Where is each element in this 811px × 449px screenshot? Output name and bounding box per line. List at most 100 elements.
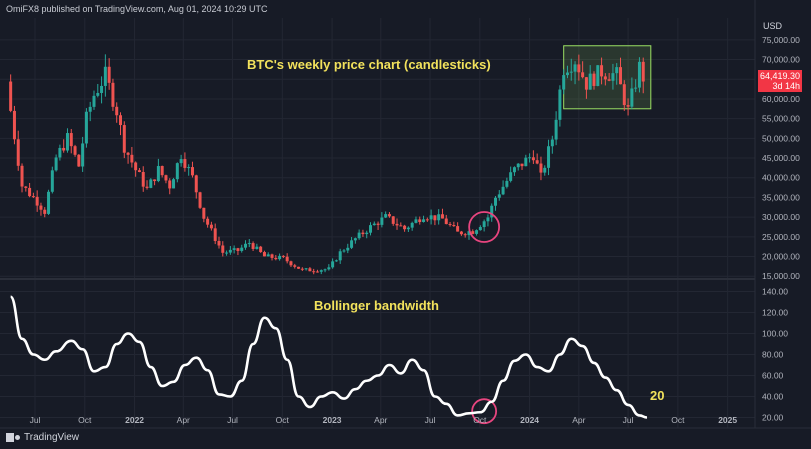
candle[interactable] bbox=[251, 241, 255, 251]
candle[interactable] bbox=[433, 215, 437, 226]
candle[interactable] bbox=[437, 209, 441, 225]
candle[interactable] bbox=[410, 221, 414, 231]
candle[interactable] bbox=[300, 267, 304, 272]
candle[interactable] bbox=[122, 121, 126, 159]
candle[interactable] bbox=[630, 77, 634, 110]
candle[interactable] bbox=[88, 101, 92, 122]
candle[interactable] bbox=[194, 174, 198, 199]
candle[interactable] bbox=[278, 253, 282, 261]
candle[interactable] bbox=[490, 203, 494, 222]
candle[interactable] bbox=[422, 215, 426, 223]
candle[interactable] bbox=[365, 230, 369, 239]
candle[interactable] bbox=[236, 247, 240, 256]
candle[interactable] bbox=[47, 189, 51, 215]
candle[interactable] bbox=[505, 177, 509, 189]
candle[interactable] bbox=[562, 69, 566, 95]
candle[interactable] bbox=[111, 78, 115, 111]
candle[interactable] bbox=[573, 61, 577, 85]
candle[interactable] bbox=[338, 248, 342, 264]
candle[interactable] bbox=[289, 260, 293, 268]
candle[interactable] bbox=[406, 226, 410, 232]
candle[interactable] bbox=[77, 153, 81, 167]
candle[interactable] bbox=[54, 154, 58, 172]
candle[interactable] bbox=[141, 166, 145, 192]
candle[interactable] bbox=[119, 112, 123, 136]
candle[interactable] bbox=[391, 216, 395, 226]
candle[interactable] bbox=[262, 250, 266, 257]
candle[interactable] bbox=[615, 63, 619, 85]
candle[interactable] bbox=[547, 139, 551, 176]
candle[interactable] bbox=[346, 243, 350, 254]
candle[interactable] bbox=[9, 74, 13, 113]
candle[interactable] bbox=[213, 223, 217, 245]
candle[interactable] bbox=[12, 105, 16, 145]
candle[interactable] bbox=[463, 232, 467, 238]
candle[interactable] bbox=[323, 268, 327, 273]
candle[interactable] bbox=[622, 80, 626, 111]
candle[interactable] bbox=[448, 221, 452, 227]
candle[interactable] bbox=[62, 139, 66, 153]
candle[interactable] bbox=[531, 150, 535, 164]
candle[interactable] bbox=[31, 192, 35, 199]
candle[interactable] bbox=[319, 269, 323, 275]
candle[interactable] bbox=[172, 177, 176, 189]
candle[interactable] bbox=[175, 162, 179, 183]
candle[interactable] bbox=[429, 209, 433, 225]
candle[interactable] bbox=[84, 108, 88, 148]
candle[interactable] bbox=[274, 255, 278, 261]
candle[interactable] bbox=[308, 267, 312, 272]
x-axis[interactable]: Jul Oct 2022 Apr Jul Oct 2023 Apr Jul Oct 2024 Apr J… bbox=[0, 415, 811, 429]
candle[interactable] bbox=[225, 250, 229, 256]
candle[interactable] bbox=[168, 178, 172, 195]
candle[interactable] bbox=[558, 85, 562, 127]
candle[interactable] bbox=[24, 185, 28, 192]
candle[interactable] bbox=[270, 253, 274, 261]
candle[interactable] bbox=[312, 268, 316, 275]
candle[interactable] bbox=[516, 163, 520, 171]
candle[interactable] bbox=[550, 135, 554, 154]
candle[interactable] bbox=[209, 221, 213, 231]
candle[interactable] bbox=[315, 269, 319, 273]
candle[interactable] bbox=[232, 245, 236, 254]
candle[interactable] bbox=[588, 65, 592, 90]
candle[interactable] bbox=[494, 196, 498, 211]
candle[interactable] bbox=[92, 90, 96, 110]
candle[interactable] bbox=[259, 245, 263, 253]
candle[interactable] bbox=[183, 152, 187, 172]
candle[interactable] bbox=[126, 151, 130, 164]
candle[interactable] bbox=[569, 58, 573, 81]
candle[interactable] bbox=[619, 57, 623, 85]
candle[interactable] bbox=[577, 54, 581, 81]
candle[interactable] bbox=[452, 221, 456, 227]
candle[interactable] bbox=[369, 222, 373, 236]
y-axis[interactable]: 15,000.00 20,000.00 25,000.00 30,000.00 35,0… bbox=[754, 0, 811, 449]
currency-label[interactable]: USD bbox=[763, 21, 783, 31]
candle[interactable] bbox=[600, 57, 604, 85]
candle[interactable] bbox=[581, 61, 585, 79]
candle[interactable] bbox=[603, 73, 607, 86]
candle[interactable] bbox=[403, 224, 407, 232]
candle[interactable] bbox=[357, 229, 361, 240]
candle[interactable] bbox=[65, 128, 69, 153]
candle[interactable] bbox=[334, 259, 338, 262]
candle[interactable] bbox=[395, 218, 399, 230]
candle[interactable] bbox=[221, 241, 225, 257]
candle[interactable] bbox=[297, 266, 301, 269]
candle[interactable] bbox=[399, 222, 403, 227]
candle[interactable] bbox=[206, 216, 210, 228]
candle[interactable] bbox=[637, 57, 641, 93]
candle[interactable] bbox=[160, 165, 164, 178]
candle[interactable] bbox=[304, 267, 308, 271]
candle[interactable] bbox=[456, 222, 460, 232]
candle[interactable] bbox=[293, 263, 297, 269]
candle[interactable] bbox=[459, 230, 463, 236]
candle[interactable] bbox=[134, 161, 138, 177]
candle[interactable] bbox=[69, 128, 73, 154]
candle[interactable] bbox=[58, 144, 62, 161]
candle[interactable] bbox=[501, 180, 505, 196]
candle[interactable] bbox=[509, 166, 513, 183]
candle[interactable] bbox=[512, 166, 516, 176]
candle[interactable] bbox=[497, 190, 501, 201]
candle[interactable] bbox=[361, 229, 365, 237]
